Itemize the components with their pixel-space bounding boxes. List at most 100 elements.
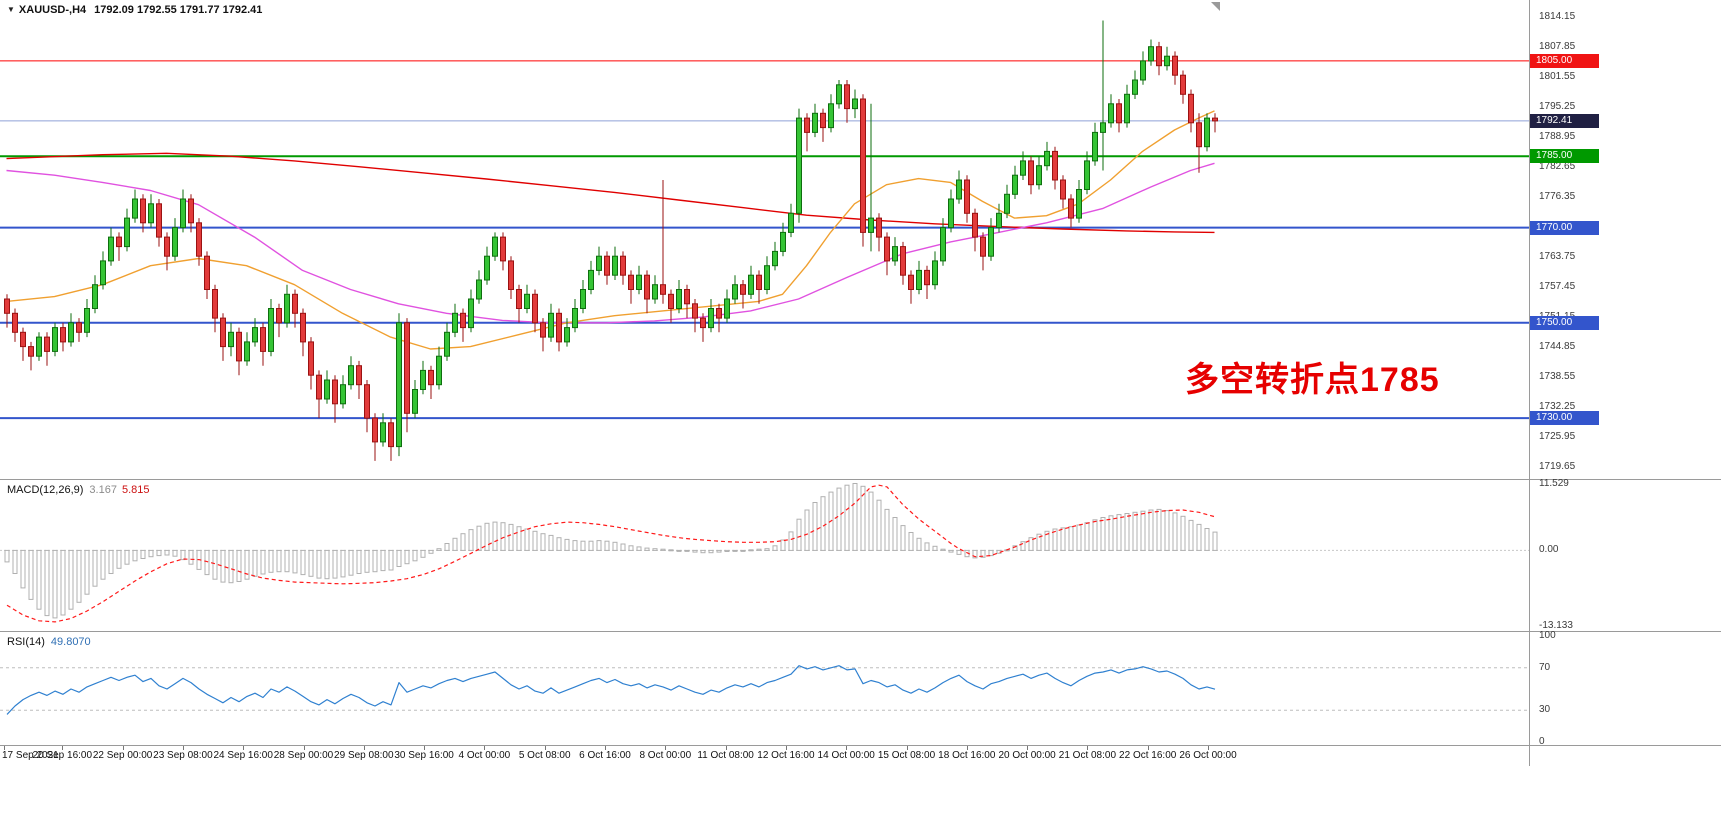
price-tick-label: 1795.25 <box>1539 101 1576 113</box>
level-price-tag: 1730.00 <box>1530 411 1599 426</box>
time-label: 21 Oct 08:00 <box>1058 750 1117 761</box>
time-tick <box>846 746 848 750</box>
time-label: 24 Sep 16:00 <box>213 750 273 761</box>
time-label: 18 Oct 16:00 <box>938 750 996 761</box>
time-tick <box>906 746 908 750</box>
time-label: 20 Oct 00:00 <box>998 750 1056 761</box>
time-label: 22 Oct 16:00 <box>1119 750 1177 761</box>
macd-signal-line <box>6 484 1216 623</box>
level-price-tag: 1785.00 <box>1530 149 1599 164</box>
panel-separator <box>0 479 1721 480</box>
time-label: 11 Oct 08:00 <box>697 750 754 761</box>
price-tick-label: 1719.65 <box>1539 461 1576 473</box>
price-tick-label: 1738.55 <box>1539 371 1576 383</box>
time-tick <box>363 746 365 750</box>
time-tick <box>665 746 667 750</box>
macd-histogram <box>4 483 1218 619</box>
time-tick <box>785 746 787 750</box>
time-label: 30 Sep 16:00 <box>394 750 454 761</box>
price-tick-label: 1801.55 <box>1539 71 1576 83</box>
macd-tick-label: 0.00 <box>1539 544 1559 556</box>
time-label: 5 Oct 08:00 <box>518 750 571 761</box>
time-label: 22 Sep 00:00 <box>92 750 153 761</box>
level-price-tag: 1770.00 <box>1530 220 1599 235</box>
ma-slow-red <box>6 152 1215 234</box>
annotation-text[interactable]: 多空转折点1785 <box>1185 361 1440 399</box>
rsi-tick-label: 100 <box>1539 630 1556 641</box>
rsi-tick-label: 0 <box>1539 736 1545 747</box>
dropdown-triangle-icon[interactable]: ▼ <box>7 5 15 14</box>
price-tick-label: 1807.85 <box>1539 41 1576 53</box>
macd-svg[interactable] <box>0 480 1530 630</box>
price-tick-label: 1776.35 <box>1539 191 1576 203</box>
time-tick <box>62 746 64 750</box>
time-label: 28 Sep 00:00 <box>273 750 334 761</box>
time-tick <box>1208 746 1209 750</box>
rsi-tick-label: 30 <box>1539 704 1551 716</box>
time-label: 17 Sep 2021 <box>2 750 59 761</box>
price-tick-label: 1763.75 <box>1539 251 1576 263</box>
level-price-tag: 1805.00 <box>1530 53 1599 68</box>
rsi-name: RSI(14) <box>7 636 45 648</box>
time-label: 14 Oct 00:00 <box>817 750 875 761</box>
time-label: 8 Oct 00:00 <box>639 750 692 761</box>
price-tick-label: 1782.65 <box>1539 161 1576 173</box>
time-label: 15 Oct 08:00 <box>877 750 936 761</box>
price-scale-border <box>1529 0 1530 766</box>
time-tick <box>1147 746 1149 750</box>
ma-mid-magenta <box>6 162 1215 324</box>
panel-separator <box>0 631 1721 632</box>
time-tick <box>243 746 245 750</box>
time-tick <box>966 746 968 750</box>
current-price-tag: 1792.41 <box>1530 113 1599 128</box>
macd-tick-label: -13.133 <box>1539 620 1573 632</box>
macd-name: MACD(12,26,9) <box>7 484 84 496</box>
rsi-label: RSI(14) 49.8070 <box>7 636 91 648</box>
time-tick <box>725 746 727 750</box>
rsi-line <box>6 665 1216 715</box>
macd-signal-value: 5.815 <box>121 484 150 496</box>
ma-fast-orange <box>6 110 1215 350</box>
macd-label: MACD(12,26,9) 3.167 5.815 <box>7 484 149 496</box>
time-tick <box>303 746 305 750</box>
time-label: 20 Sep 16:00 <box>32 750 93 761</box>
time-label: 6 Oct 16:00 <box>579 750 631 761</box>
time-label: 12 Oct 16:00 <box>757 750 815 761</box>
symbol-period-label: XAUUSD-,H4 <box>18 4 87 16</box>
time-label: 4 Oct 00:00 <box>458 750 511 761</box>
price-tick-label: 1757.45 <box>1539 281 1576 293</box>
time-label: 26 Oct 00:00 <box>1179 750 1237 761</box>
time-label: 29 Sep 08:00 <box>334 750 394 761</box>
rsi-tick-label: 70 <box>1539 661 1551 673</box>
time-tick <box>4 746 5 750</box>
ma-lines <box>6 110 1215 350</box>
level-price-tag: 1750.00 <box>1530 315 1599 330</box>
time-tick <box>122 746 124 750</box>
time-scale[interactable]: 17 Sep 2021 20 Sep 16:00 22 Sep 00:00 23 Se… <box>0 746 1530 768</box>
rsi-value: 49.8070 <box>50 636 91 648</box>
time-tick <box>424 746 426 750</box>
macd-main-value: 3.167 <box>89 484 117 496</box>
ohlc-values: 1792.09 1792.55 1791.77 1792.41 <box>94 4 263 16</box>
panel-separator <box>0 745 1721 746</box>
time-tick <box>1087 746 1089 750</box>
rsi-svg[interactable] <box>0 632 1530 746</box>
time-tick <box>605 746 606 750</box>
price-scale[interactable]: 1814.15 1807.85 1801.55 1795.25 1788.95 1782.… <box>1530 0 1721 766</box>
price-tick-label: 1788.95 <box>1539 131 1576 143</box>
time-tick <box>544 746 546 750</box>
time-tick <box>484 746 486 750</box>
main-chart-area[interactable] <box>0 0 1530 479</box>
price-tick-label: 1725.95 <box>1539 431 1576 443</box>
macd-panel[interactable] <box>0 480 1530 630</box>
price-tick-label: 1732.25 <box>1539 401 1576 413</box>
macd-tick-label: 11.529 <box>1539 477 1569 489</box>
time-tick <box>1027 746 1029 750</box>
price-tick-label: 1744.85 <box>1539 341 1576 353</box>
time-label: 23 Sep 08:00 <box>153 750 213 761</box>
main-chart-svg[interactable] <box>0 0 1530 479</box>
price-tick-label: 1814.15 <box>1539 11 1576 23</box>
rsi-panel[interactable] <box>0 632 1530 746</box>
chart-shift-marker-icon[interactable] <box>1211 2 1220 11</box>
